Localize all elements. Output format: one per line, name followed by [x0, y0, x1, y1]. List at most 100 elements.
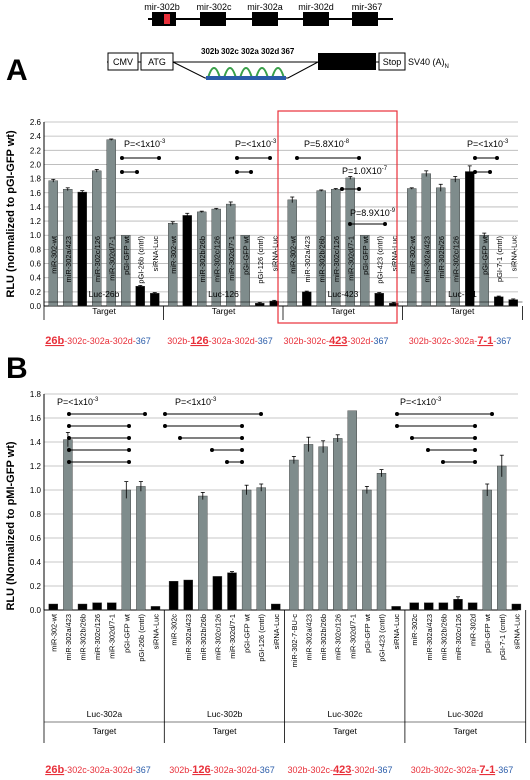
y-axis-label: RLU (Normalized to pMI-GFP wt) [5, 441, 17, 610]
x-tick-label: miR-302c/126 [451, 236, 460, 282]
gene-mir-302c: mir-302c [196, 2, 232, 26]
y-tick-label: 1.6 [30, 189, 42, 198]
bracket [67, 448, 131, 452]
bar [121, 235, 131, 307]
x-tick-label: miR-302c/126 [454, 614, 463, 660]
insert-label: 302d [261, 47, 279, 56]
x-tick-label: miR-302a/423 [303, 236, 312, 282]
x-tick-label: pGI-GFP wt [241, 236, 250, 275]
x-tick-labels: miR-302-wt miR-302a/423 miR-302b/26b miR-30… [49, 614, 521, 668]
target-label: Target [333, 726, 357, 736]
bar [212, 576, 223, 611]
y-tick-label: 1.0 [30, 231, 42, 240]
group-labels: Luc-302a Target Luc-302b Target Luc-302c Targ… [43, 610, 527, 743]
x-tick-label: pGI-GFP wt [480, 236, 489, 275]
x-tick-label: miR-302d/7-1 [228, 614, 237, 659]
x-tick-label: miR-302b/26 [437, 236, 446, 278]
p-value-label: P=<1x10-3 [400, 397, 442, 407]
bar [150, 293, 160, 307]
x-tick-label: miR-302-wt [288, 236, 297, 274]
bar [150, 606, 161, 611]
y-axis-label: RLU (normalized to pGI-GFP wt) [5, 130, 17, 298]
bar [424, 602, 434, 611]
y-tick-label: 0.2 [30, 288, 42, 297]
x-tick-label: miR-302b/26b [79, 614, 88, 660]
bracket [210, 448, 244, 452]
x-tick-label: miR-302b/26b [317, 236, 326, 282]
y-tick-label: 0.8 [30, 245, 42, 254]
bracket [473, 170, 492, 174]
construct-name: 302b-126-302a-302d-367 [169, 764, 274, 776]
x-tick-label: miR-302c [170, 614, 179, 646]
p-value-label: P=<1x10-3 [57, 397, 99, 407]
bar [318, 446, 328, 611]
significance-annotations: P=<1x10-3 P=<1x10-3 P=<1x10-3 [57, 397, 494, 464]
x-tick-label: miR-302a/423 [422, 236, 431, 282]
construct-names-a: 26b-302c-302a-302d-367 302b-126-302a-302d… [45, 335, 511, 347]
y-tick-labels: 0.0 0.2 0.4 0.6 0.8 1.0 1.2 1.4 1.6 1.8 2.0 2.2 2.4 2… [30, 118, 42, 311]
bracket [295, 156, 361, 160]
group-label: Luc-302c [328, 709, 364, 719]
construct-name: 26b-302c-302a-302d-367 [45, 335, 151, 347]
x-tick-label: miR-302b/26b [78, 236, 87, 282]
bar [508, 299, 518, 307]
bar [374, 293, 384, 307]
bracket [340, 187, 361, 191]
insert-label: 302c [221, 47, 239, 56]
gene-mir-302b: mir-302b [144, 2, 180, 26]
bar [92, 602, 102, 611]
panel-letter-b: B [6, 352, 28, 385]
y-tick-label: 0.6 [30, 260, 42, 269]
x-tick-label: miR-302d/7-1 [108, 614, 117, 659]
p-value-label: P=<1x10-3 [124, 139, 166, 149]
construct-name: 302b-302c-423-302d-367 [288, 764, 393, 776]
panel-a-chart: RLU (normalized to pGI-GFP wt) 0.0 0.2 0.4… [5, 110, 523, 324]
p-value-label: P=5.8X10-8 [304, 139, 350, 149]
bar [183, 579, 193, 611]
x-tick-label: miR-302-7-BU-c [290, 614, 299, 668]
group-label: Luc-126 [208, 289, 239, 299]
y-tick-label: 1.2 [30, 462, 42, 471]
x-tick-label: miR-302c/126 [332, 236, 341, 282]
group-label: Luc-26b [89, 289, 120, 299]
bracket [395, 424, 477, 428]
y-tick-label: 1.6 [30, 414, 42, 423]
bracket [163, 424, 244, 428]
polya-label: SV40 (A)N [408, 57, 449, 70]
bracket [120, 156, 161, 160]
y-tick-label: 0.0 [30, 606, 42, 615]
x-tick-label: miR-302d/7-1 [466, 236, 475, 281]
bracket [120, 170, 139, 174]
gene-label: mir-302c [196, 2, 232, 12]
x-tick-label: siRNA-Luc [392, 614, 401, 650]
insert-label: 302b [201, 47, 219, 56]
y-tick-label: 1.4 [30, 438, 42, 447]
x-tick-label: miR-302c/126 [334, 614, 343, 660]
bar [241, 489, 252, 611]
bar [289, 459, 299, 611]
construct-name: 302b-302c-302a-7-1-367 [411, 764, 514, 776]
x-tick-label: miR-302a/423 [305, 614, 314, 660]
bar [362, 489, 372, 611]
target-label: Target [453, 726, 477, 736]
bar [347, 410, 357, 611]
bracket [67, 436, 131, 440]
x-tick-label: siRNA-Luc [270, 236, 279, 272]
stop-label: Stop [383, 57, 402, 67]
y-tick-label: 1.0 [30, 486, 42, 495]
p-value-label: P=<1x10-3 [175, 397, 217, 407]
gfp-label: GFP [338, 57, 357, 67]
x-tick-label: siRNA-Luc [390, 236, 399, 272]
p-value-label: P=<1x10-3 [235, 139, 277, 149]
stop-box [378, 52, 406, 71]
x-tick-label: miR-302-wt [408, 236, 417, 274]
y-tick-label: 0.0 [30, 302, 42, 311]
construct-name: 302b-302c-423-302d-367 [284, 335, 389, 347]
y-tick-label: 0.8 [30, 510, 42, 519]
atg-label: ATG [148, 57, 166, 67]
x-tick-label: miR-302a/423 [425, 614, 434, 660]
bracket [348, 222, 387, 226]
x-tick-label: miR-302a/423 [184, 614, 193, 660]
x-tick-label: miR-302b/26b [198, 236, 207, 282]
x-tick-label: miR-302d [469, 614, 478, 646]
